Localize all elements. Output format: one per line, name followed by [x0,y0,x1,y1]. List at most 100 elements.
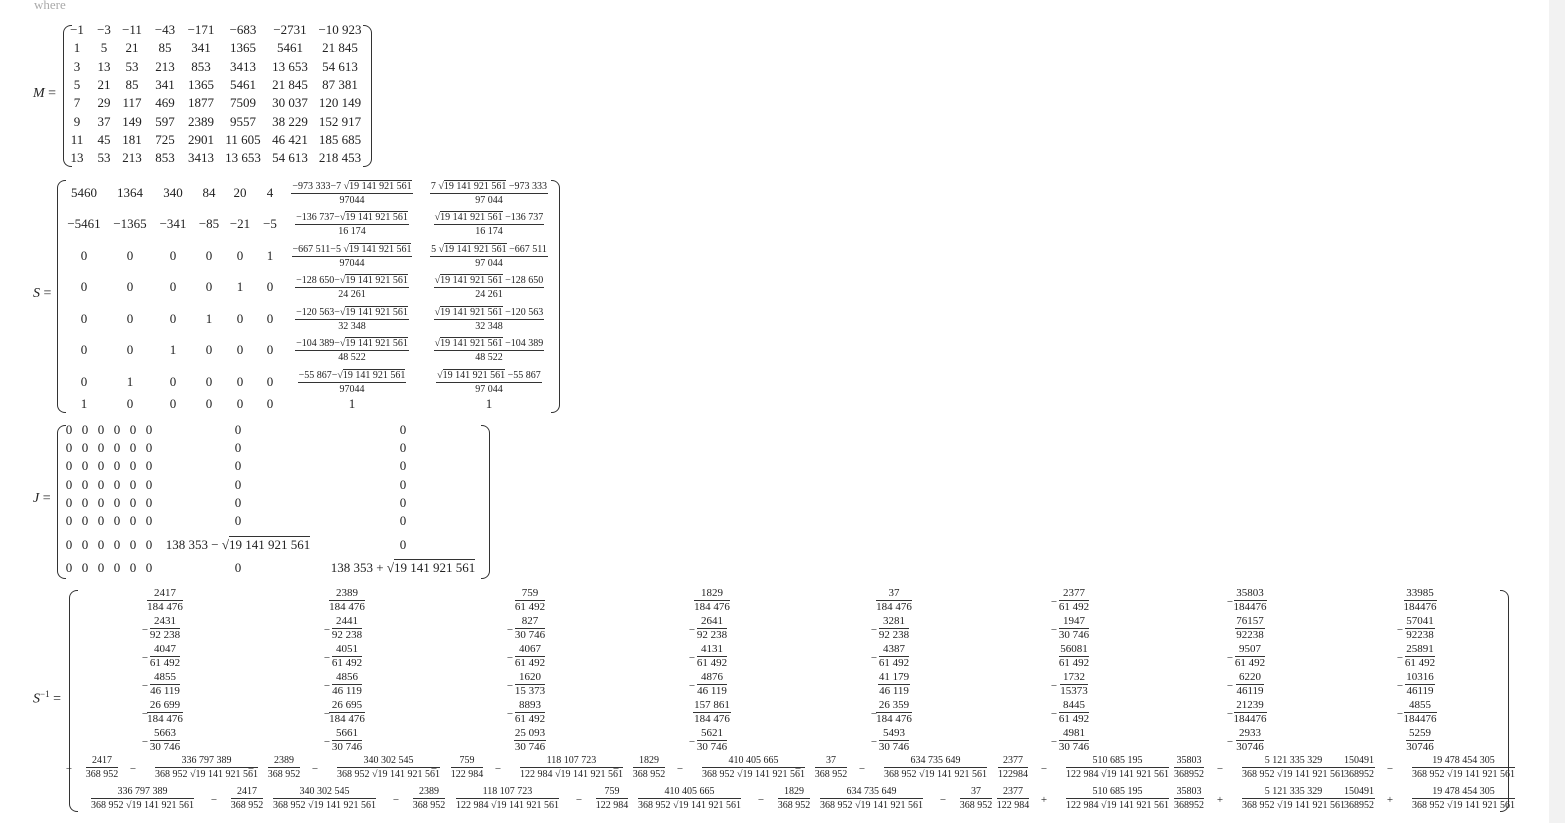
J-cell: 0 [234,422,242,437]
J-cell: 0 [65,537,73,552]
J-cell: 0 [97,440,105,455]
S-inverse-sign: − [1396,624,1404,636]
S-cell: 0 [169,374,177,389]
S-cell: 0 [205,374,213,389]
S-inverse-sign: − [1396,708,1404,720]
S-inverse-sign: − [1396,652,1404,664]
S-fraction: √19 141 921 561 −55 867 97 044 [436,369,542,395]
M-cell: 85 [158,40,172,55]
S-inverse-fraction: 2933 30746 [1236,727,1264,753]
S-inverse-fraction: 37 368 952 [959,786,993,811]
M-cell: 54 613 [322,59,358,74]
J-cell: 0 [97,560,105,575]
S-inverse-operator: − [1386,763,1394,775]
J-cell: 0 [129,440,137,455]
J-cell: 0 [399,458,407,473]
M-cell: 3413 [188,150,214,165]
M-cell: 218 453 [318,150,362,165]
M-cell: 181 [122,132,142,147]
M-cell: 37 [97,114,111,129]
M-cell: −3 [97,22,111,37]
M-cell: 21 [97,77,111,92]
label-J: J = [33,491,51,506]
S-fraction: −667 511−5 √19 141 921 561 97044 [291,243,413,269]
J-cell: 0 [65,560,73,575]
M-cell: 11 [70,132,84,147]
S-inverse-fraction: 4067 61 492 [514,643,546,669]
S-cell: 1 [485,396,493,411]
S-inverse-fraction: 2389 368 952 [412,786,446,811]
S-inverse-sign: − [870,736,878,748]
S-cell: 0 [80,311,88,326]
S-inverse-sign: − [430,763,438,775]
S-inverse-sign: − [688,736,696,748]
S-inverse-fraction: 118 107 723 122 984 √19 141 921 561 [456,786,559,811]
S-cell: 0 [80,248,88,263]
M-cell: 13 653 [225,150,261,165]
M-cell: 13 [97,59,111,74]
S-cell: 0 [236,374,244,389]
S-inverse-fraction: 10316 46119 [1405,671,1435,697]
J-cell: 0 [234,458,242,473]
S-cell: 0 [205,396,213,411]
M-cell: −2731 [273,22,307,37]
S-inverse-sign: − [1050,596,1058,608]
J-cell: 0 [81,560,89,575]
S-inverse-operator: + [1386,794,1394,806]
S-inverse-sign: − [506,624,514,636]
M-cell: 53 [97,150,111,165]
S-inverse-sign: − [506,652,514,664]
S-inverse-operator: − [210,794,218,806]
M-cell: 3413 [230,59,256,74]
S-cell: −5 [263,216,277,231]
J-cell: 0 [129,560,137,575]
J-cell: 0 [81,458,89,473]
S-inverse-fraction: 2417 368 952 [230,786,264,811]
M-cell: 152 917 [318,114,362,129]
S-cell: 20 [233,185,247,200]
J-cell: 0 [399,422,407,437]
S-cell: 0 [266,279,274,294]
S-inverse-fraction: 340 302 545 368 952 √19 141 921 561 [273,786,376,811]
S-inverse-sign: − [688,652,696,664]
S-fraction: −120 563−√19 141 921 561 32 348 [295,306,409,332]
S-inverse-fraction: 4387 61 492 [878,643,910,669]
S-cell: 0 [266,342,274,357]
S-inverse-fraction: 2441 92 238 [331,615,363,641]
M-cell: 2389 [188,114,214,129]
M-cell: 38 229 [272,114,308,129]
S-inverse-fraction: 56081 61 492 [1058,643,1090,669]
J-cell: 0 [113,440,121,455]
S-inverse-operator: − [1216,763,1224,775]
J-cell: 0 [129,422,137,437]
J-cell: 0 [234,477,242,492]
M-cell: 21 845 [322,40,358,55]
J-eigenvalue: 138 353 + √19 141 921 561 [330,559,476,575]
S-inverse-fraction: 41 179 46 119 [877,671,911,697]
scrollbar[interactable] [1549,0,1565,823]
S-cell: 84 [202,185,216,200]
S-fraction: −104 389−√19 141 921 561 48 522 [295,337,409,363]
S-inverse-operator: + [1040,794,1048,806]
M-cell: 120 149 [318,95,362,110]
S-inverse-matrix-left-bracket [69,590,78,812]
J-cell: 0 [81,440,89,455]
S-cell: 0 [126,279,134,294]
S-fraction: 5 √19 141 921 561 −667 511 97 044 [430,243,548,269]
S-cell: 1 [236,279,244,294]
S-inverse-fraction: 8445 61 492 [1058,699,1090,725]
S-inverse-operator: − [676,763,684,775]
S-inverse-sign: − [1050,736,1058,748]
S-inverse-sign: − [612,763,620,775]
M-cell: 597 [155,114,175,129]
S-cell: 0 [80,374,88,389]
S-inverse-sign: − [323,708,331,720]
S-cell: 0 [80,279,88,294]
S-cell: 0 [80,342,88,357]
S-cell: 0 [266,374,274,389]
M-cell: 9557 [230,114,256,129]
J-cell: 0 [65,477,73,492]
M-cell: 21 [125,40,139,55]
J-cell: 0 [145,560,153,575]
J-cell: 0 [97,513,105,528]
